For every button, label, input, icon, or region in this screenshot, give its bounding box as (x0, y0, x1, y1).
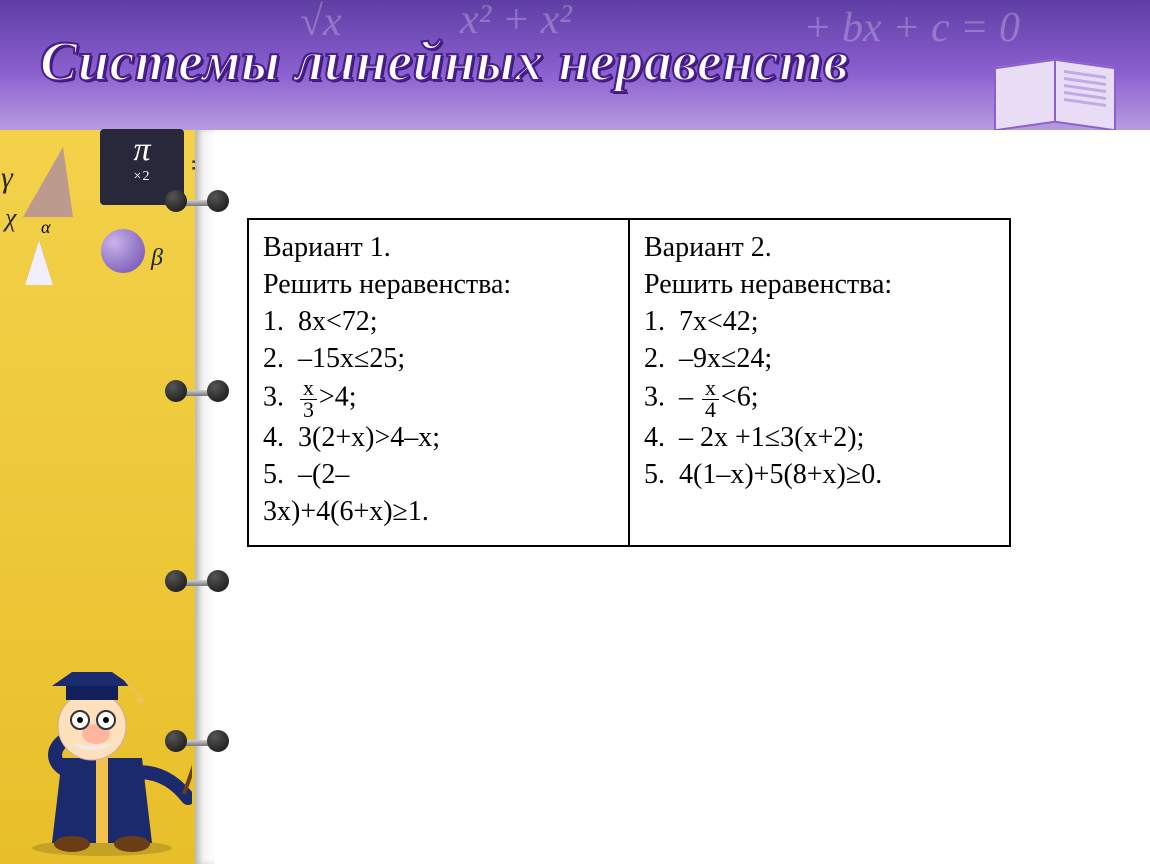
variant-heading: Вариант 2. (644, 230, 995, 267)
instruction-text: Решить неравенства: (644, 267, 995, 304)
problem-line: 3. – x4<6; (644, 378, 995, 421)
problem-expr: 4(1–x)+5(8+x)≥0. (679, 459, 882, 490)
problem-number: 1. (644, 306, 679, 337)
problem-line: 5. 4(1–x)+5(8+x)≥0. (644, 457, 995, 494)
alpha-symbol: α (41, 217, 50, 238)
problems-table: Вариант 1.Решить неравенства:1. 8x<72;2.… (247, 218, 1011, 547)
problem-number: 3. (263, 381, 298, 412)
slide-title: Системы линейных неравенств (40, 30, 849, 94)
problem-line: 3. x3>4; (263, 378, 614, 421)
calc-sub: ×2 (100, 169, 184, 185)
problem-expr: – (679, 381, 700, 412)
page-area: Вариант 1.Решить неравенства:1. 8x<72;2.… (195, 130, 1150, 864)
problem-expr: 3x)+4(6+x)≥1. (263, 496, 429, 527)
pi-symbol: π (100, 131, 184, 169)
problem-expr: 8x<72; (298, 306, 378, 337)
math-decoration: π ×2 = γ χ α β (5, 125, 190, 295)
variant-1-column: Вариант 1.Решить неравенства:1. 8x<72;2.… (249, 220, 628, 545)
fraction: x3 (300, 378, 317, 421)
chi-symbol: χ (5, 203, 16, 233)
problem-number: 4. (263, 422, 298, 453)
problem-line: 4. 3(2+x)>4–x; (263, 420, 614, 457)
problem-line: 2. –9x≤24; (644, 341, 995, 378)
problem-expr: 7x<42; (679, 306, 759, 337)
instruction-text: Решить неравенства: (263, 267, 614, 304)
problem-expr: >4; (319, 381, 357, 412)
problem-line: 5. –(2– (263, 457, 614, 494)
problem-number: 2. (263, 343, 298, 374)
professor-icon (12, 638, 192, 858)
slide: √x x² + x² + bx + c = 0 Системы линейных… (0, 0, 1150, 864)
problem-line: 4. – 2x +1≤3(x+2); (644, 420, 995, 457)
problem-number: 2. (644, 343, 679, 374)
prism-icon (25, 240, 53, 285)
sphere-icon (101, 229, 145, 273)
gamma-symbol: γ (1, 161, 13, 195)
problem-number: 3. (644, 381, 679, 412)
binder-ring (169, 380, 225, 406)
header-bar: √x x² + x² + bx + c = 0 Системы линейных… (0, 0, 1150, 130)
problem-line: 2. –15x≤25; (263, 341, 614, 378)
problem-line-wrap: 3x)+4(6+x)≥1. (263, 494, 614, 531)
problem-expr: –15x≤25; (298, 343, 405, 374)
problem-number: 1. (263, 306, 298, 337)
binder-ring (169, 190, 225, 216)
binder-ring (169, 570, 225, 596)
problem-line: 1. 8x<72; (263, 304, 614, 341)
problem-expr: <6; (721, 381, 759, 412)
beta-symbol: β (151, 245, 163, 272)
binder-ring (169, 730, 225, 756)
problem-expr: –(2– (298, 459, 349, 490)
problem-expr: 3(2+x)>4–x; (298, 422, 440, 453)
problem-line: 1. 7x<42; (644, 304, 995, 341)
variant-2-column: Вариант 2.Решить неравенства:1. 7x<42;2.… (628, 220, 1009, 545)
sidebar: π ×2 = γ χ α β (0, 130, 195, 864)
problem-number: 5. (644, 459, 679, 490)
fraction: x4 (702, 378, 719, 421)
book-icon (990, 55, 1120, 130)
problem-expr: – 2x +1≤3(x+2); (679, 422, 864, 453)
problem-number: 4. (644, 422, 679, 453)
problem-number: 5. (263, 459, 298, 490)
variant-heading: Вариант 1. (263, 230, 614, 267)
problem-expr: –9x≤24; (679, 343, 772, 374)
